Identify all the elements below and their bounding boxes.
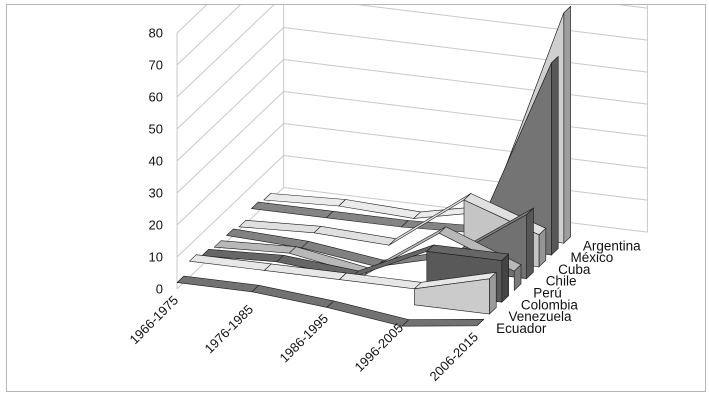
gridline — [176, 122, 648, 226]
gridline — [176, 5, 648, 66]
series-label: Chile — [546, 274, 577, 289]
series-label: México — [571, 250, 614, 265]
series-venezuela — [189, 254, 497, 315]
ribbon-end-face — [526, 207, 534, 280]
series-label: Venezuela — [509, 309, 573, 324]
gridline — [176, 58, 648, 162]
series-ecuador — [176, 275, 485, 327]
series-axis-labels: EcuadorVenezuelaColombiaPerúChileCubaMéx… — [496, 238, 641, 336]
y-axis-ticks: 0 10 20 30 40 50 60 70 80 — [149, 26, 163, 297]
series-ribbons — [176, 5, 571, 327]
y-tick-label: 10 — [149, 250, 163, 265]
gridline — [176, 90, 648, 194]
y-tick-label: 20 — [149, 218, 163, 233]
ribbon-end-face — [489, 271, 497, 315]
gridline — [176, 5, 648, 98]
ribbon-segment — [401, 319, 485, 327]
gridline — [176, 154, 648, 258]
y-tick-label: 40 — [149, 154, 163, 169]
ribbon-chart: 0 10 20 30 40 50 60 70 80 1966-1975 1976-1985 1986… — [127, 5, 648, 384]
series-label: Colombia — [521, 297, 579, 312]
gridline — [176, 26, 648, 130]
x-tick-label: 1986-1995 — [277, 311, 332, 366]
x-tick-label: 1966-1975 — [127, 293, 182, 348]
ribbon-end-face — [501, 253, 509, 303]
y-tick-label: 60 — [149, 90, 163, 105]
y-tick-label: 0 — [156, 282, 163, 297]
chart-area: 0 10 20 30 40 50 60 70 80 1966-1975 1976-1985 1986… — [6, 4, 706, 392]
y-tick-label: 70 — [149, 58, 163, 73]
y-tick-label: 30 — [149, 186, 163, 201]
ribbon-segment — [238, 220, 322, 234]
gridlines — [176, 5, 648, 290]
ribbon-segment — [339, 272, 422, 290]
ribbon-end-face — [476, 319, 485, 327]
y-tick-label: 50 — [149, 122, 163, 137]
ribbon-end-face — [551, 55, 559, 256]
y-tick-label: 80 — [149, 26, 163, 41]
ribbon-front-wall — [414, 278, 490, 315]
ribbon-end-face — [513, 264, 522, 292]
series-label: Ecuador — [496, 321, 547, 336]
x-tick-label: 2006-2015 — [427, 329, 482, 384]
series-label: Perú — [533, 285, 562, 300]
ribbon-segment — [176, 275, 260, 293]
ribbon-segment — [251, 285, 335, 308]
x-tick-label: 1996-2005 — [352, 320, 407, 375]
ribbon-end-face — [538, 227, 547, 268]
series-label: Cuba — [558, 262, 591, 277]
series-label: Argentina — [583, 238, 641, 253]
ribbon-end-face — [563, 5, 571, 244]
ribbon-segment — [313, 226, 397, 246]
gridline — [176, 5, 208, 34]
x-tick-label: 1976-1985 — [202, 302, 257, 357]
